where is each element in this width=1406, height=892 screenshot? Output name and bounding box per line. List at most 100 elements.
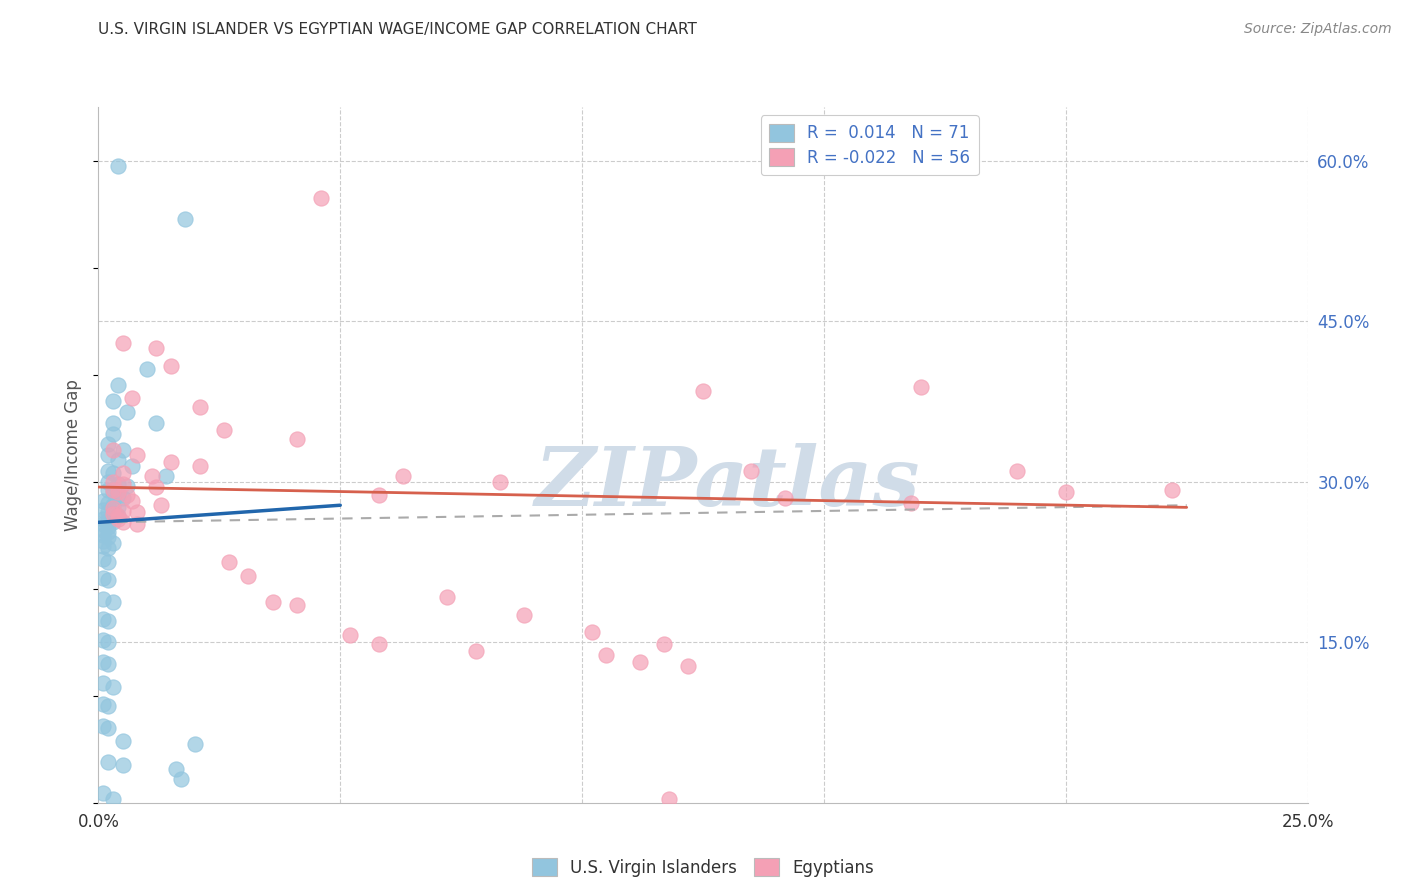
Point [101,426,124,441]
Point [97,437,120,451]
Point [101,466,124,480]
Point [111,335,134,350]
Point [309,191,332,205]
Point [111,758,134,772]
Point [107,476,129,491]
Point [368,637,391,651]
Point [101,485,124,500]
Point [285,432,308,446]
Point [97,483,120,498]
Point [285,598,308,612]
Point [91,512,114,526]
Point [145,416,167,430]
Point [91,633,114,648]
Point [111,733,134,747]
Point [121,494,143,508]
Point [111,516,134,530]
Point [107,508,129,523]
Point [107,485,129,500]
Point [111,491,134,505]
Point [101,535,124,549]
Point [97,755,120,769]
Point [101,483,124,498]
Point [97,505,120,519]
Point [91,786,114,800]
Point [107,500,129,515]
Point [111,503,134,517]
Point [117,405,139,419]
Point [91,551,114,566]
Point [135,362,157,376]
Point [107,453,129,467]
Point [101,680,124,694]
Point [101,498,124,512]
Point [101,442,124,457]
Point [595,648,617,662]
Point [127,448,149,462]
Point [368,487,391,501]
Point [121,391,143,405]
Point [165,762,187,776]
Point [97,475,120,489]
Point [188,400,211,414]
Point [91,592,114,607]
Point [155,469,177,483]
Point [1161,483,1184,498]
Point [107,508,129,523]
Point [773,491,796,505]
Point [91,698,114,712]
Point [111,476,134,491]
Point [900,496,922,510]
Point [97,699,120,714]
Point [127,505,149,519]
Point [91,533,114,548]
Point [91,517,114,532]
Point [91,571,114,585]
Point [101,507,124,521]
Point [212,423,235,437]
Point [91,502,114,516]
Point [184,737,207,751]
Point [628,655,651,669]
Point [910,380,932,394]
Point [678,658,700,673]
Point [218,555,240,569]
Point [97,530,120,544]
Point [91,528,114,542]
Point [101,516,124,530]
Point [97,614,120,628]
Point [111,466,134,480]
Point [97,448,120,462]
Point [101,507,124,521]
Point [692,384,714,398]
Point [97,464,120,478]
Point [97,496,120,510]
Point [145,480,167,494]
Point [117,479,139,493]
Point [97,657,120,671]
Point [581,624,603,639]
Point [464,644,486,658]
Point [658,791,681,805]
Point [652,637,675,651]
Point [169,772,191,787]
Point [97,519,120,533]
Point [97,635,120,649]
Point [97,555,120,569]
Point [101,791,124,805]
Point [91,494,114,508]
Point [91,612,114,626]
Point [238,569,260,583]
Point [97,514,120,528]
Point [91,539,114,553]
Point [145,341,167,355]
Point [107,512,129,526]
Point [127,517,149,532]
Point [97,721,120,735]
Point [436,591,458,605]
Point [160,359,183,373]
Text: Source: ZipAtlas.com: Source: ZipAtlas.com [1244,22,1392,37]
Point [1007,464,1029,478]
Point [339,628,361,642]
Point [121,458,143,473]
